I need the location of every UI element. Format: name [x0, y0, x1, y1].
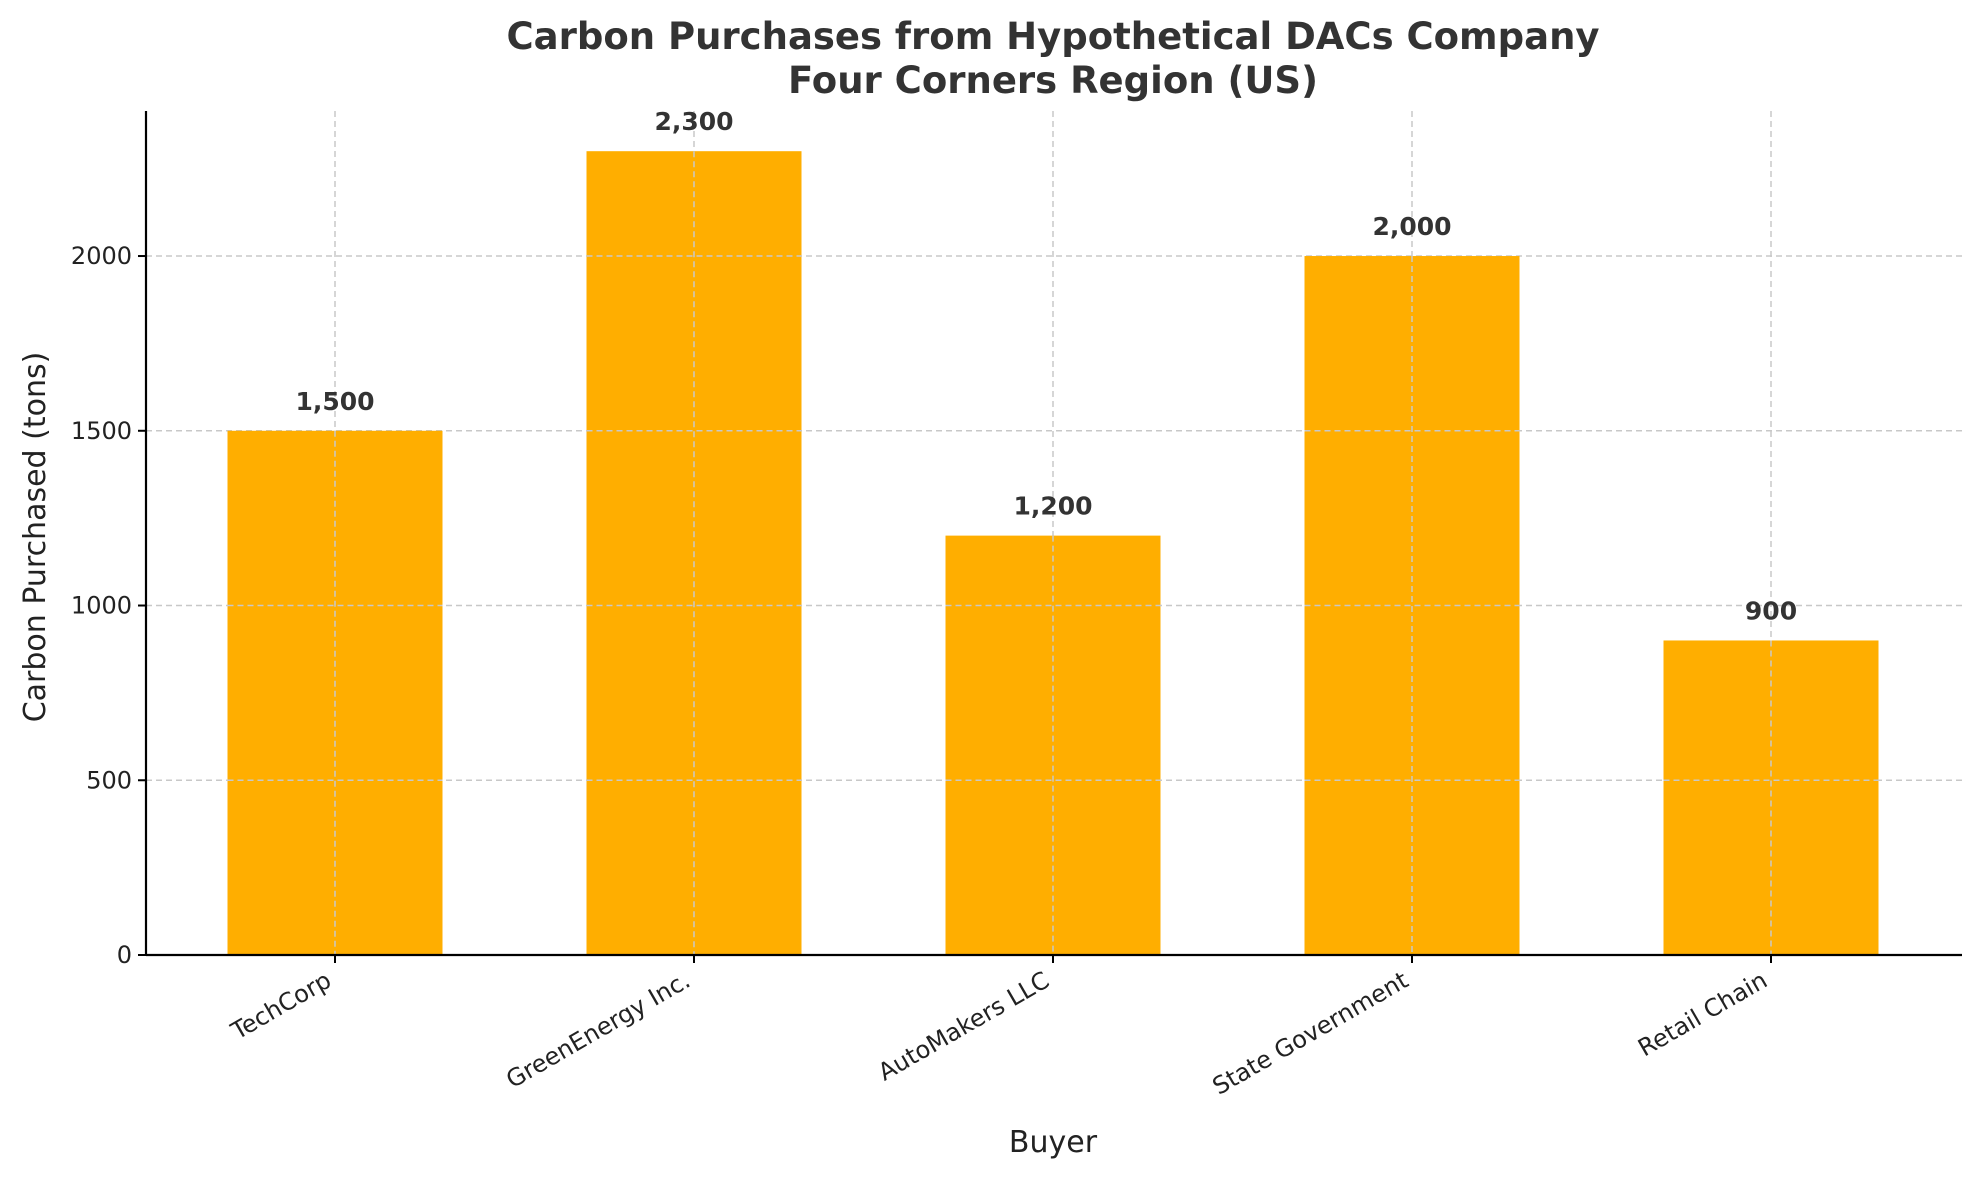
- data-label-3: 2,000: [1372, 212, 1451, 241]
- x-tick-labels: TechCorp GreenEnergy Inc. AutoMakers LLC St…: [226, 955, 1772, 1101]
- x-tick-label-4: Retail Chain: [1633, 966, 1772, 1062]
- chart-title-line-2: Four Corners Region (US): [788, 59, 1318, 102]
- data-label-2: 1,200: [1013, 492, 1092, 521]
- data-labels: 1,500 2,300 1,200 2,000 900: [295, 107, 1797, 625]
- data-label-1: 2,300: [654, 107, 733, 136]
- x-tick-label-3: State Government: [1208, 966, 1413, 1101]
- y-axis-label: Carbon Purchased (tons): [18, 352, 53, 723]
- x-tick-label-0: TechCorp: [226, 966, 336, 1046]
- data-label-0: 1,500: [295, 387, 374, 416]
- data-label-4: 900: [1745, 596, 1797, 625]
- y-tick-label-1500: 1500: [71, 417, 132, 445]
- y-tick-label-500: 500: [86, 766, 132, 794]
- bar-4: [1663, 640, 1879, 955]
- y-tick-label-0: 0: [117, 941, 132, 969]
- x-tick-label-2: AutoMakers LLC: [873, 966, 1054, 1086]
- bars: [227, 151, 1879, 956]
- chart-title-line-1: Carbon Purchases from Hypothetical DACs …: [506, 15, 1599, 58]
- x-axis-label: Buyer: [1009, 1125, 1098, 1160]
- y-tick-label-1000: 1000: [71, 592, 132, 620]
- y-tick-label-2000: 2000: [71, 242, 132, 270]
- y-tick-labels: 0 500 1000 1500 2000: [71, 242, 146, 969]
- x-tick-label-1: GreenEnergy Inc.: [501, 966, 695, 1094]
